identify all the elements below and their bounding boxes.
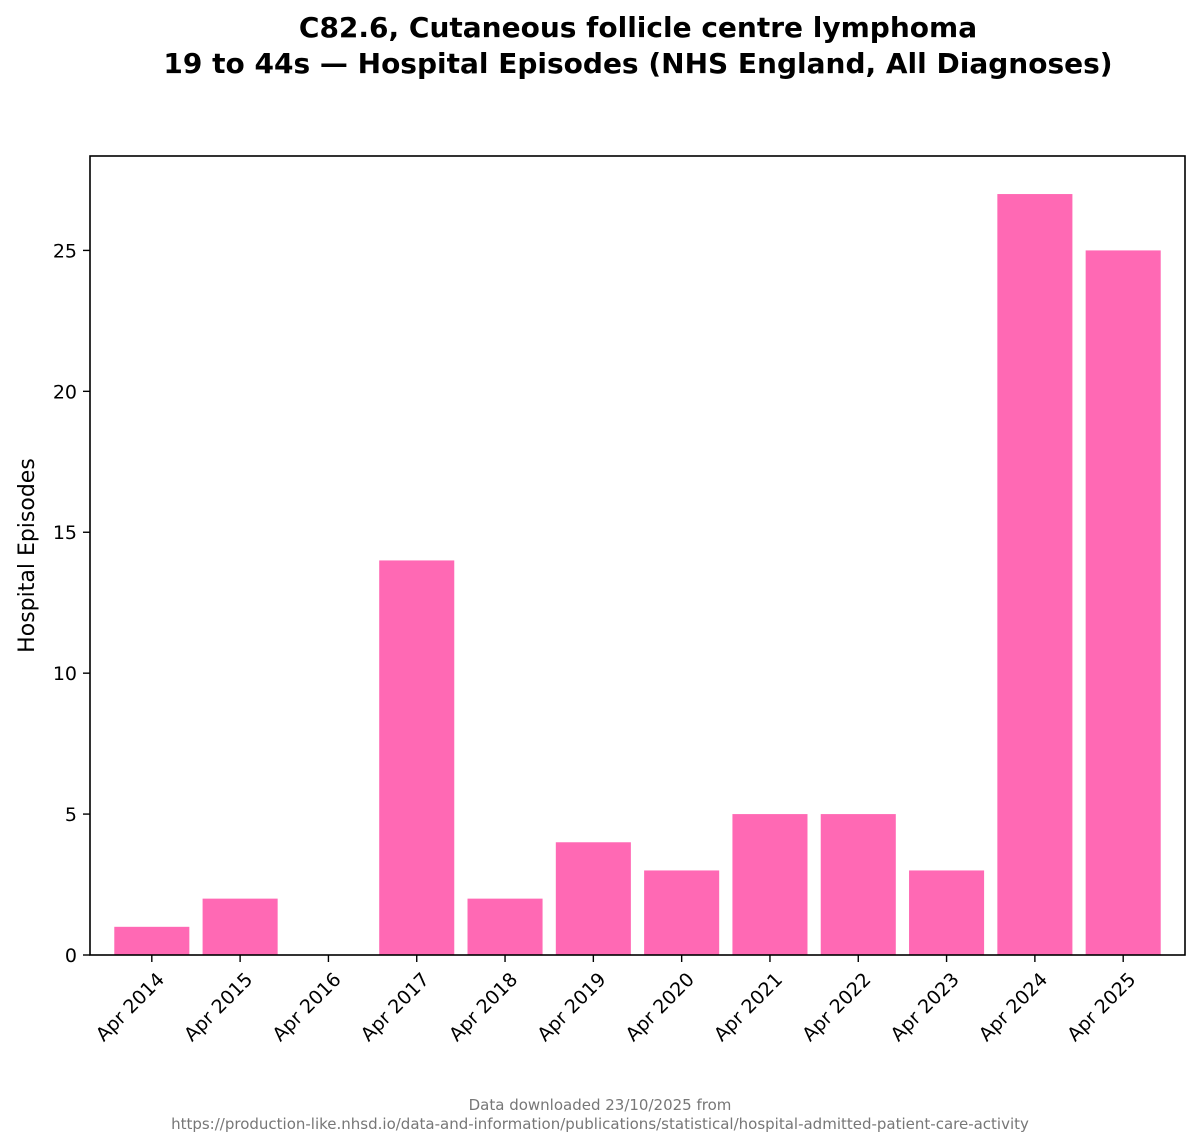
bar-apr-2025 — [1085, 250, 1161, 956]
bar-apr-2015 — [202, 898, 278, 955]
bar-apr-2018 — [467, 898, 543, 955]
y-tick-label-5: 5 — [65, 804, 77, 826]
x-axis-ticks: Apr 2014 Apr 2015 Apr 2016 Apr 2017 Apr 2018… — [92, 955, 1140, 1046]
y-tick-label-0: 0 — [65, 945, 77, 967]
y-tick-label-15: 15 — [53, 522, 77, 544]
x-tick-label: Apr 2015 — [180, 969, 257, 1046]
bar-apr-2017 — [379, 560, 455, 955]
chart-title-line-2: 19 to 44s — Hospital Episodes (NHS Engla… — [163, 47, 1113, 80]
x-tick-label: Apr 2024 — [975, 969, 1052, 1046]
bar-apr-2022 — [820, 814, 896, 955]
bars-group — [114, 194, 1161, 956]
x-tick-label: Apr 2016 — [268, 969, 345, 1046]
plot-frame — [89, 155, 1186, 956]
y-axis-label: Hospital Episodes — [15, 458, 40, 653]
x-tick-label: Apr 2017 — [357, 969, 434, 1046]
bar-apr-2014 — [114, 926, 190, 955]
bar-apr-2021 — [732, 814, 808, 955]
x-tick-label: Apr 2021 — [710, 969, 787, 1046]
x-tick-label: Apr 2023 — [886, 969, 963, 1046]
x-tick-label: Apr 2025 — [1063, 969, 1140, 1046]
bar-apr-2020 — [644, 870, 720, 955]
x-tick-label: Apr 2022 — [798, 969, 875, 1046]
y-tick-label-25: 25 — [53, 240, 77, 262]
x-tick-label: Apr 2019 — [533, 969, 610, 1046]
y-tick-label-20: 20 — [53, 381, 77, 403]
footer-line-1: Data downloaded 23/10/2025 from — [468, 1096, 732, 1114]
chart-title: C82.6, Cutaneous follicle centre lymphom… — [0, 10, 1200, 82]
footer-line-2: https://production-like.nhsd.io/data-and… — [171, 1115, 1029, 1133]
x-tick-label: Apr 2020 — [622, 969, 699, 1046]
x-tick-label: Apr 2018 — [445, 969, 522, 1046]
y-axis-ticks: 0 5 10 15 20 25 — [53, 240, 90, 967]
x-tick-label: Apr 2014 — [92, 969, 169, 1046]
footer-note: Data downloaded 23/10/2025 from https://… — [0, 1096, 1200, 1134]
chart-title-line-1: C82.6, Cutaneous follicle centre lymphom… — [298, 11, 978, 44]
bar-apr-2024 — [997, 194, 1073, 956]
y-tick-label-10: 10 — [53, 663, 77, 685]
bar-apr-2019 — [555, 842, 631, 955]
bar-apr-2023 — [909, 870, 985, 955]
